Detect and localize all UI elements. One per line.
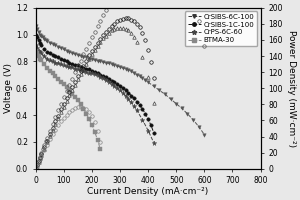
X-axis label: Current Density (mA·cm⁻²): Current Density (mA·cm⁻²) — [88, 187, 209, 196]
Y-axis label: Voltage (V): Voltage (V) — [4, 63, 13, 113]
Y-axis label: Power Density (mW·cm⁻²): Power Density (mW·cm⁻²) — [287, 30, 296, 147]
Legend: CrSIBS-6C-100, CrSIBS-1C-100, CrPS-6C-60, BTMA-30: CrSIBS-6C-100, CrSIBS-1C-100, CrPS-6C-60… — [185, 11, 257, 46]
